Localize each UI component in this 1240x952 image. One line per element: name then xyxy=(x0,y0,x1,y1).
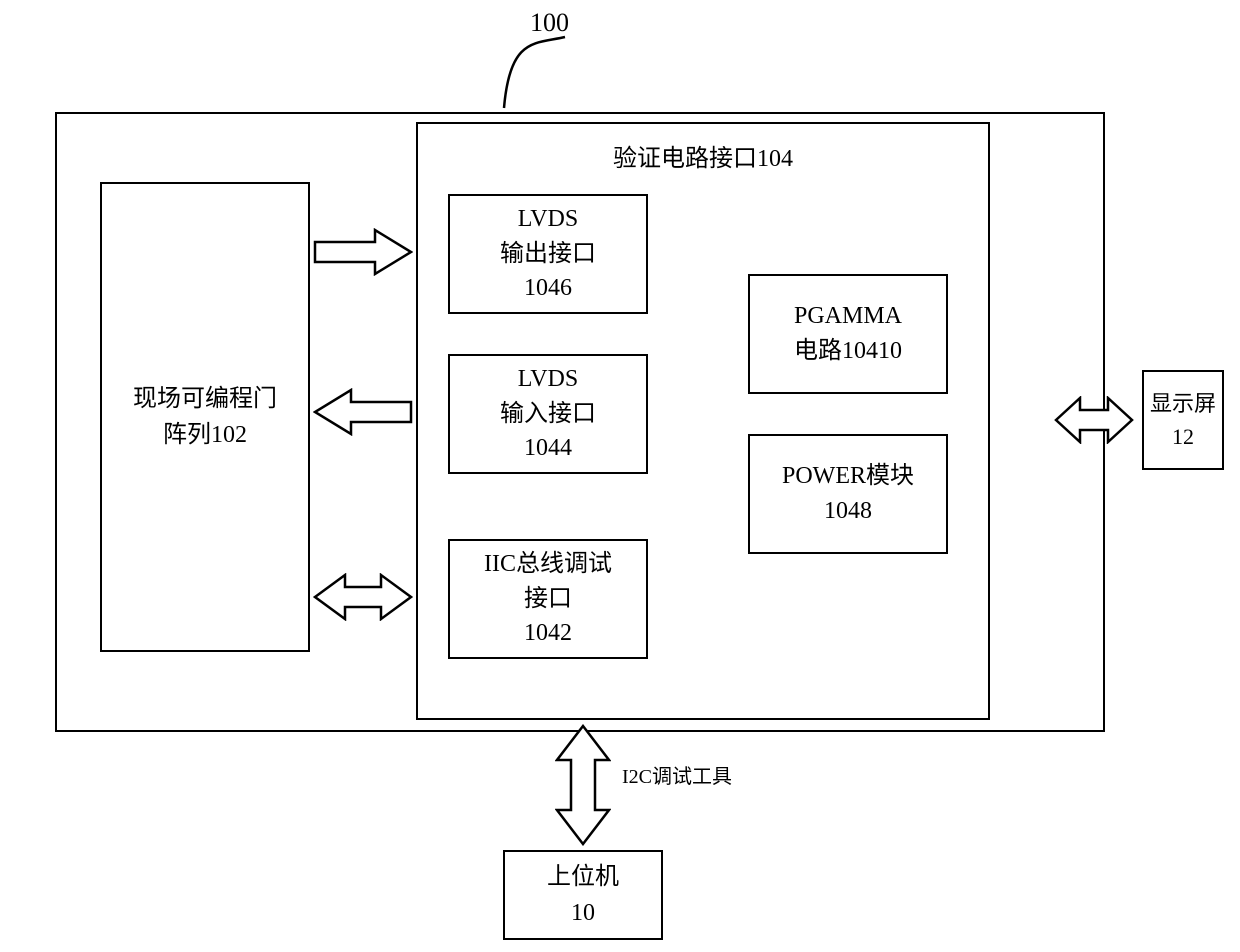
display-l1: 显示屏 xyxy=(1150,387,1216,420)
box-1046-l1: LVDS xyxy=(518,202,578,237)
arrow-group104-host-bidir xyxy=(555,724,611,846)
arrow-1044-to-fpga xyxy=(313,388,413,436)
box-10410-l2: 电路10410 xyxy=(794,334,902,369)
i2c-tool-label: I2C调试工具 xyxy=(622,760,732,789)
box-1044-l1: LVDS xyxy=(518,362,578,397)
host-box-10: 上位机 10 xyxy=(503,850,663,940)
group-104: 验证电路接口104 LVDS 输出接口 1046 LVDS 输入接口 1044 … xyxy=(416,122,990,720)
box-1042-l3: 1042 xyxy=(524,616,572,651)
box-1048-l2: 1048 xyxy=(824,494,872,529)
arrow-fpga-to-1046 xyxy=(313,228,413,276)
group-104-title: 验证电路接口104 xyxy=(418,138,988,173)
display-l2: 12 xyxy=(1172,420,1194,453)
display-box-12: 显示屏 12 xyxy=(1142,370,1224,470)
fpga-box-102: 现场可编程门 阵列102 xyxy=(100,182,310,652)
host-l1: 上位机 xyxy=(547,859,619,895)
box-1046-l2: 输出接口 xyxy=(500,237,596,272)
box-1046-l3: 1046 xyxy=(524,271,572,306)
box-10410-l1: PGAMMA xyxy=(794,299,902,334)
box-1046: LVDS 输出接口 1046 xyxy=(448,194,648,314)
arrow-outer-display-bidir xyxy=(1054,396,1134,444)
arrow-fpga-1042-bidir xyxy=(313,573,413,621)
box-1044-l2: 输入接口 xyxy=(500,397,596,432)
box-10410: PGAMMA 电路10410 xyxy=(748,274,948,394)
box-1044: LVDS 输入接口 1044 xyxy=(448,354,648,474)
box-1042-l1: IIC总线调试 xyxy=(484,547,612,582)
leader-line-100 xyxy=(490,32,610,112)
fpga-label-l2: 阵列102 xyxy=(163,417,247,453)
block-diagram: 100 现场可编程门 阵列102 验证电路接口104 LVDS 输出接口 104… xyxy=(0,0,1240,952)
box-1042: IIC总线调试 接口 1042 xyxy=(448,539,648,659)
box-1048-l1: POWER模块 xyxy=(782,459,914,494)
fpga-label-l1: 现场可编程门 xyxy=(133,381,277,417)
box-1042-l2: 接口 xyxy=(524,582,572,617)
box-1048: POWER模块 1048 xyxy=(748,434,948,554)
box-1044-l3: 1044 xyxy=(524,431,572,466)
host-l2: 10 xyxy=(571,895,595,931)
